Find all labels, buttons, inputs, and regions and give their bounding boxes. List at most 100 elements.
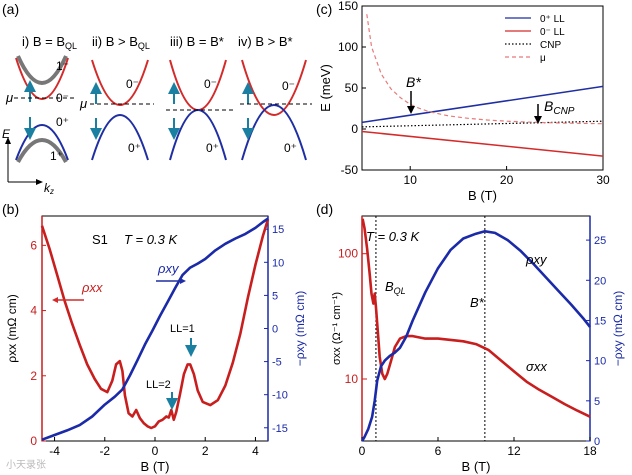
x-tick-label: 30 — [596, 173, 610, 187]
y2-axis-label: −ρxy (mΩ cm) — [611, 291, 625, 366]
y-tick-label: 2 — [30, 369, 37, 383]
y-tick-label: 100 — [338, 247, 358, 261]
band-zero-minus — [241, 59, 307, 116]
y-tick-label: 4 — [30, 304, 37, 318]
subtitle-3: iii) B = B* — [170, 34, 224, 49]
band-one-minus — [16, 55, 68, 85]
legend-entry: 0⁻ LL — [540, 27, 565, 38]
series-line — [361, 130, 604, 157]
band-zero-minus — [91, 59, 149, 106]
chart-c: 10 20 30 -50 0 50 100 150 B (T) E (meV) 0⁺ LL 0⁻ LL… — [318, 0, 610, 203]
bcnp-label: BCNP — [544, 98, 575, 117]
panel-c-label: (c) — [316, 1, 332, 17]
y-tick-label: 10 — [345, 372, 359, 386]
band-zero-plus — [91, 114, 149, 161]
legend-entry: 0⁺ LL — [540, 14, 565, 25]
y-tick-label: 150 — [338, 0, 358, 13]
band-diagram-2: 0⁻ 0⁺ μ — [79, 59, 154, 161]
y-tick-label: 100 — [338, 40, 358, 54]
series-label: ρxy — [525, 252, 548, 267]
band-one-plus — [16, 138, 68, 163]
x-tick-label: 20 — [500, 173, 514, 187]
band-diagram-1: 1⁻ 0⁻ 0⁺ 1⁺ μ E kz — [2, 55, 76, 196]
bql-label: BQL — [385, 279, 406, 296]
chart-d: 0 6 12 18 10 100 0 5 10 15 20 25 B (T) σxx (Ω⁻¹ cm⁻¹)… — [331, 215, 625, 474]
y-tick-label: -50 — [341, 163, 359, 177]
label-0-plus: 0⁺ — [56, 115, 69, 129]
kz-axis-arrow-icon — [36, 179, 43, 185]
x-tick-label: 10 — [404, 173, 418, 187]
label-1-plus: 1⁺ — [50, 149, 63, 163]
panel-d-annotations: T = 0.3 K BQL B* — [366, 229, 485, 310]
y2-tick-label: -5 — [272, 357, 282, 369]
y2-tick-label: 15 — [594, 315, 606, 327]
y-tick-label: 6 — [30, 238, 37, 252]
series-label: ρxy — [157, 261, 180, 276]
series-line — [361, 218, 591, 418]
x-axis-label: B (T) — [141, 459, 170, 474]
bcnp-arrowhead-icon — [534, 116, 542, 124]
series-line — [40, 218, 270, 430]
y2-tick-label: 5 — [594, 396, 600, 408]
y-tick-label: 0 — [351, 122, 358, 136]
y-tick-label: 0 — [30, 434, 37, 448]
series-line — [41, 217, 269, 441]
y2-tick-label: 25 — [594, 235, 606, 247]
temperature-label: T = 0.3 K — [366, 229, 420, 244]
x-tick-label: 0 — [359, 444, 366, 458]
subtitle-2: ii) B > BQL — [92, 34, 150, 51]
y-axis-label: σxx (Ω⁻¹ cm⁻¹) — [331, 292, 343, 365]
label-0-minus: 0⁻ — [56, 91, 69, 105]
y2-tick-label: 0 — [594, 436, 600, 448]
y2-tick-label: 10 — [272, 257, 284, 269]
label-0-plus: 0⁺ — [128, 141, 141, 155]
panel-b-label: (b) — [2, 201, 19, 217]
x-tick-label: 4 — [252, 444, 259, 458]
series-line — [361, 120, 604, 128]
y-axis-label: ρxx (mΩ cm) — [5, 294, 19, 362]
y2-tick-label: 5 — [272, 290, 278, 302]
y2-tick-label: 0 — [272, 324, 278, 336]
x-tick-label: 12 — [507, 444, 521, 458]
series-line — [360, 230, 592, 442]
band-diagram-3: 0⁻ 0⁺ — [166, 59, 234, 161]
y-tick-label: 50 — [345, 81, 359, 95]
band-zero-plus — [15, 124, 69, 161]
e-axis-arrow-icon — [5, 137, 11, 144]
label-1-minus: 1⁻ — [56, 59, 69, 73]
ll2-label: LL=2 — [146, 379, 171, 391]
x-tick-label: -2 — [99, 444, 110, 458]
y2-axis-label: −ρxy (mΩ cm) — [293, 291, 307, 366]
series-line — [366, 14, 604, 125]
y2-tick-label: 10 — [594, 356, 606, 368]
mu-label: μ — [5, 90, 13, 105]
panel-d-label: (d) — [316, 201, 333, 217]
x-tick-label: 0 — [152, 444, 159, 458]
y2-tick-label: 20 — [594, 275, 606, 287]
rhoxy-arrowhead-icon — [180, 278, 186, 284]
temperature-label: T = 0.3 K — [124, 232, 178, 247]
series-label: ρxx — [81, 280, 103, 295]
series-label: σxx — [526, 359, 547, 374]
y2-tick-label: -10 — [272, 390, 288, 402]
panel-c-annotations: B* BCNP — [406, 74, 575, 124]
band-zero-minus — [169, 59, 227, 111]
panel-b-annotations: S1 T = 0.3 K LL=1 LL=2 — [52, 232, 197, 410]
mu-label: μ — [79, 96, 87, 111]
plot-frame — [361, 5, 604, 171]
band-zero-minus — [15, 57, 69, 100]
bstar-label: B* — [406, 74, 421, 90]
subtitle-1: i) B = BQL — [22, 34, 77, 51]
y-axis-label: E (meV) — [318, 64, 333, 112]
ll1-label: LL=1 — [170, 323, 195, 335]
x-tick-label: -4 — [49, 444, 60, 458]
plot-frame — [361, 215, 591, 442]
subtitle-4: iv) B > B* — [238, 34, 293, 49]
sample-label: S1 — [92, 232, 108, 247]
band-diagram-4: 0⁻ 0⁺ — [240, 59, 312, 161]
rhoxx-arrowhead-icon — [52, 297, 58, 303]
legend-entry: CNP — [540, 40, 561, 51]
series-line — [361, 85, 604, 124]
x-tick-label: 6 — [435, 444, 442, 458]
